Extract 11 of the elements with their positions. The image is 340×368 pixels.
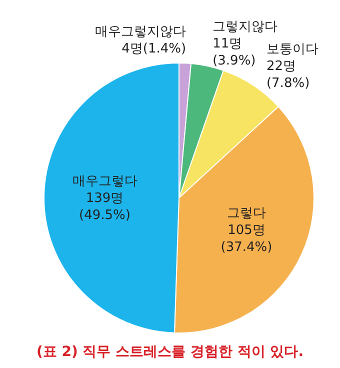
slice-label: 매우그렇다 (72, 174, 138, 189)
data-label: 139명 (49.5%) (79, 190, 130, 223)
data-label: 4명(1.4%) (122, 41, 186, 56)
data-label: 105명 (37.4%) (220, 222, 272, 255)
text: (표 2) 직무 스트레스를 경험한 적이 있다. (36, 344, 304, 360)
data-label: 22명 (7.8%) (266, 58, 310, 91)
slice-label: 그렇다 (226, 206, 266, 221)
slice-label: 매우그렇지않다 (95, 24, 186, 40)
slice-label: 보통이다 (266, 42, 318, 57)
data-label: 11명 (3.9%) (212, 36, 256, 68)
slice-label: 그렇지않다 (212, 19, 278, 34)
